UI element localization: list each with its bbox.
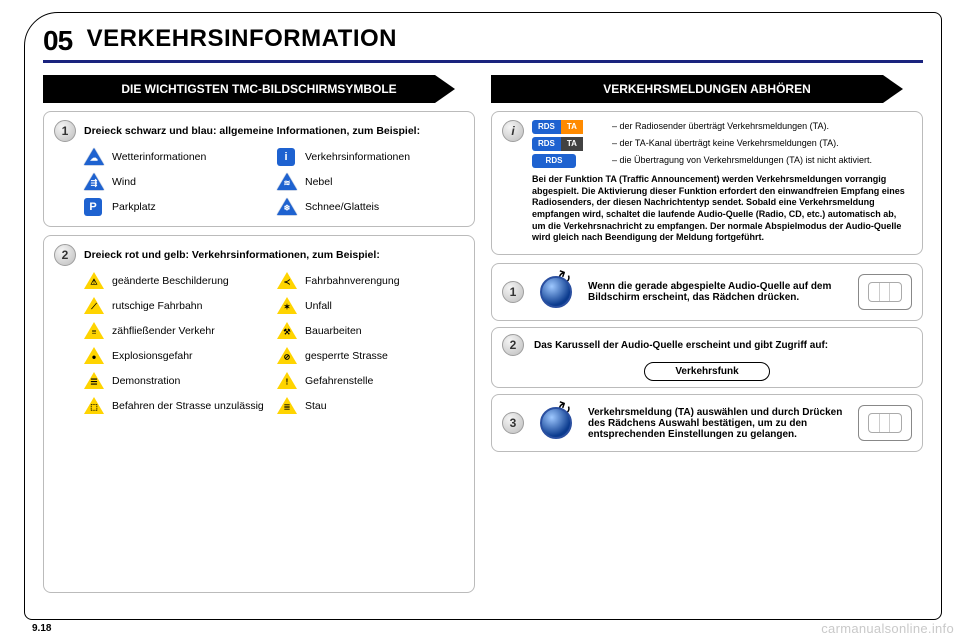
right-column: VERKEHRSMELDUNGEN ABHÖREN i RDS TA – der… (491, 75, 923, 601)
icon-grid-blue: ☁ Wetterinformationen i Verkehrsinformation… (54, 148, 464, 216)
panel-traffic-info: 2 Dreieck rot und gelb: Verkehrsinformat… (43, 235, 475, 593)
yellow-symbol-icon: ⊘ (277, 347, 297, 365)
rds-label: RDS (532, 120, 561, 134)
right-subheader-text: VERKEHRSMELDUNGEN ABHÖREN (491, 75, 923, 103)
symbol-label: rutschige Fahrbahn (112, 300, 271, 312)
symbol-label: Parkplatz (112, 201, 271, 213)
step-1: 1 ↻ Wenn die gerade abgespielte Audio-Qu… (491, 263, 923, 321)
left-subheader-text: DIE WICHTIGSTEN TMC-BILDSCHIRMSYMBOLE (43, 75, 475, 103)
step3-text: Verkehrsmeldung (TA) auswählen und durch… (588, 407, 848, 440)
symbol-label: Demonstration (112, 375, 271, 387)
ta-label: TA (561, 137, 583, 151)
symbol-label: Gefahrenstelle (305, 375, 464, 387)
panel2-title: Dreieck rot und gelb: Verkehrsinformatio… (84, 249, 380, 261)
yellow-symbol-icon: ⚒ (277, 322, 297, 340)
rds-chip-only: RDS (532, 154, 576, 168)
symbol-label: Stau (305, 400, 464, 412)
symbol-label: Schnee/Glatteis (305, 201, 464, 213)
page-frame: 05 VERKEHRSINFORMATION DIE WICHTIGSTEN T… (24, 12, 942, 620)
title-row: 05 VERKEHRSINFORMATION (43, 25, 923, 65)
symbol-label: zähfließender Verkehr (112, 325, 271, 337)
dial-icon: ↻ (534, 401, 578, 445)
blue-symbol-icon: P (84, 198, 102, 216)
panel-general-info: 1 Dreieck schwarz und blau: allgemeine I… (43, 111, 475, 227)
radio-unit-icon (858, 274, 912, 310)
rds-text-1: – der Radiosender überträgt Verkehrsmeld… (612, 121, 912, 133)
icon-grid-yellow: ⚠ geänderte Beschilderung ≺ Fahrbahnverengu… (54, 272, 464, 415)
panel-rds: i RDS TA – der Radiosender überträgt Ver… (491, 111, 923, 255)
blue-symbol-icon: ≋ (277, 173, 297, 191)
symbol-label: gesperrte Strasse (305, 350, 464, 362)
yellow-symbol-icon: ≣ (277, 397, 297, 415)
symbol-label: Fahrbahnverengung (305, 275, 464, 287)
symbol-label: Wind (112, 176, 271, 188)
info-icon: i (502, 120, 524, 142)
blue-symbol-icon: ⇶ (84, 173, 104, 191)
yellow-symbol-icon: ⚠ (84, 272, 104, 290)
rds-chip-inactive: RDS TA (532, 137, 604, 151)
step1-text: Wenn die gerade abgespielte Audio-Quelle… (588, 281, 848, 303)
blue-symbol-icon: i (277, 148, 295, 166)
page-number: 9.18 (32, 623, 51, 634)
step-number-1: 1 (54, 120, 76, 142)
symbol-label: Befahren der Strasse unzulässig (112, 400, 271, 412)
rds-text-3: – die Übertragung von Verkehrsmeldungen … (612, 155, 912, 167)
rds-chip-active: RDS TA (532, 120, 604, 134)
blue-symbol-icon: ☁ (84, 148, 104, 166)
symbol-label: Verkehrsinformationen (305, 151, 464, 163)
symbol-label: Bauarbeiten (305, 325, 464, 337)
panel1-title-row: 1 Dreieck schwarz und blau: allgemeine I… (54, 120, 464, 142)
title-underline (43, 60, 923, 63)
knob-icon (540, 276, 572, 308)
yellow-symbol-icon: ☰ (84, 372, 104, 390)
symbol-label: Nebel (305, 176, 464, 188)
step-number: 1 (502, 281, 524, 303)
rds-label: RDS (532, 154, 576, 168)
verkehrsfunk-pill: Verkehrsfunk (644, 362, 769, 381)
step-3: 3 ↻ Verkehrsmeldung (TA) auswählen und d… (491, 394, 923, 452)
right-subheader: VERKEHRSMELDUNGEN ABHÖREN (491, 75, 923, 103)
knob-icon (540, 407, 572, 439)
step-number: 3 (502, 412, 524, 434)
symbol-label: Explosionsgefahr (112, 350, 271, 362)
section-title: VERKEHRSINFORMATION (87, 25, 397, 53)
rds-row-3: RDS – die Übertragung von Verkehrsmeldun… (532, 154, 912, 168)
left-column: DIE WICHTIGSTEN TMC-BILDSCHIRMSYMBOLE 1 … (43, 75, 475, 601)
yellow-symbol-icon: ≺ (277, 272, 297, 290)
yellow-symbol-icon: ! (277, 372, 297, 390)
ta-label: TA (561, 120, 583, 134)
symbol-label: Unfall (305, 300, 464, 312)
yellow-symbol-icon: ⬚ (84, 397, 104, 415)
rds-row-2: RDS TA – der TA-Kanal überträgt keine Ve… (532, 137, 912, 151)
step-number: 2 (502, 334, 524, 356)
step2-text: Das Karussell der Audio-Quelle erscheint… (534, 340, 912, 351)
radio-unit-icon (858, 405, 912, 441)
symbol-label: geänderte Beschilderung (112, 275, 271, 287)
panel1-title: Dreieck schwarz und blau: allgemeine Inf… (84, 125, 420, 137)
rds-row-1: RDS TA – der Radiosender überträgt Verke… (532, 120, 912, 134)
yellow-symbol-icon: ≡ (84, 322, 104, 340)
step-number-2: 2 (54, 244, 76, 266)
step-2: 2 Das Karussell der Audio-Quelle erschei… (491, 327, 923, 388)
yellow-symbol-icon: ● (84, 347, 104, 365)
watermark: carmanualsonline.info (821, 621, 954, 636)
symbol-label: Wetterinformationen (112, 151, 271, 163)
ta-paragraph: Bei der Funktion TA (Traffic Announcemen… (532, 174, 912, 244)
yellow-symbol-icon: ✶ (277, 297, 297, 315)
section-number: 05 (43, 25, 72, 57)
rds-label: RDS (532, 137, 561, 151)
panel2-title-row: 2 Dreieck rot und gelb: Verkehrsinformat… (54, 244, 464, 266)
rds-text-2: – der TA-Kanal überträgt keine Verkehrsm… (612, 138, 912, 150)
dial-icon: ↻ (534, 270, 578, 314)
columns: DIE WICHTIGSTEN TMC-BILDSCHIRMSYMBOLE 1 … (43, 75, 923, 601)
blue-symbol-icon: ❄ (277, 198, 297, 216)
left-subheader: DIE WICHTIGSTEN TMC-BILDSCHIRMSYMBOLE (43, 75, 475, 103)
yellow-symbol-icon: ⟋ (84, 297, 104, 315)
